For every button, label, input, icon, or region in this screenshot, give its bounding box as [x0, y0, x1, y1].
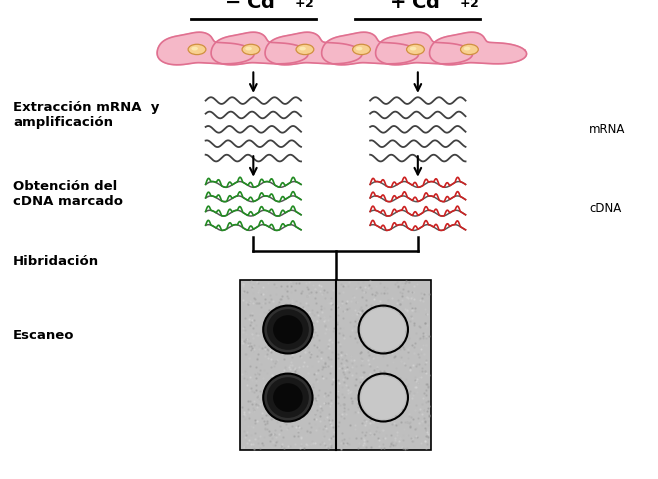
Text: cDNA: cDNA — [589, 202, 621, 215]
Polygon shape — [265, 32, 362, 65]
Ellipse shape — [353, 44, 370, 55]
Ellipse shape — [361, 376, 405, 419]
Text: $\mathbf{- \ Cd}$: $\mathbf{- \ Cd}$ — [224, 0, 276, 12]
Ellipse shape — [273, 315, 303, 344]
Text: $\mathbf{+2}$: $\mathbf{+2}$ — [294, 0, 315, 10]
Ellipse shape — [263, 306, 313, 354]
Polygon shape — [211, 32, 308, 65]
Text: Hibridación: Hibridación — [13, 254, 99, 268]
Ellipse shape — [188, 44, 206, 55]
Polygon shape — [430, 32, 526, 65]
Bar — [240, 280, 336, 450]
Text: Escaneo: Escaneo — [13, 329, 74, 342]
Bar — [336, 280, 431, 450]
Ellipse shape — [461, 44, 478, 55]
Ellipse shape — [267, 309, 309, 350]
Ellipse shape — [263, 374, 313, 422]
Polygon shape — [322, 32, 418, 65]
Text: mRNA: mRNA — [589, 123, 625, 136]
Text: Extracción mRNA  y
amplificación: Extracción mRNA y amplificación — [13, 101, 159, 129]
Polygon shape — [376, 32, 472, 65]
Polygon shape — [157, 32, 254, 65]
Ellipse shape — [356, 46, 363, 50]
Ellipse shape — [245, 46, 252, 50]
Ellipse shape — [464, 46, 470, 50]
Ellipse shape — [407, 44, 424, 55]
Ellipse shape — [191, 46, 198, 50]
Ellipse shape — [361, 308, 405, 351]
Text: $\mathbf{+ \ Cd}$: $\mathbf{+ \ Cd}$ — [389, 0, 440, 12]
Ellipse shape — [299, 46, 306, 50]
Text: Obtención del
cDNA marcado: Obtención del cDNA marcado — [13, 180, 123, 208]
Ellipse shape — [273, 383, 303, 412]
Text: $\mathbf{+2}$: $\mathbf{+2}$ — [459, 0, 479, 10]
Ellipse shape — [410, 46, 417, 50]
Ellipse shape — [242, 44, 260, 55]
Ellipse shape — [267, 377, 309, 418]
Ellipse shape — [296, 44, 314, 55]
